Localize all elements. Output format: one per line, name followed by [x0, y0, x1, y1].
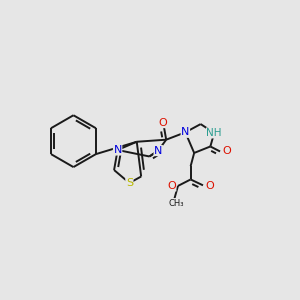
Text: O: O	[222, 146, 231, 156]
Text: NH: NH	[206, 128, 222, 138]
Text: O: O	[158, 118, 167, 128]
Text: N: N	[181, 127, 190, 137]
Text: N: N	[113, 145, 122, 155]
Text: S: S	[126, 178, 133, 188]
Text: CH₃: CH₃	[168, 199, 184, 208]
Text: N: N	[154, 146, 162, 156]
Text: O: O	[167, 181, 176, 191]
Text: O: O	[205, 181, 214, 191]
